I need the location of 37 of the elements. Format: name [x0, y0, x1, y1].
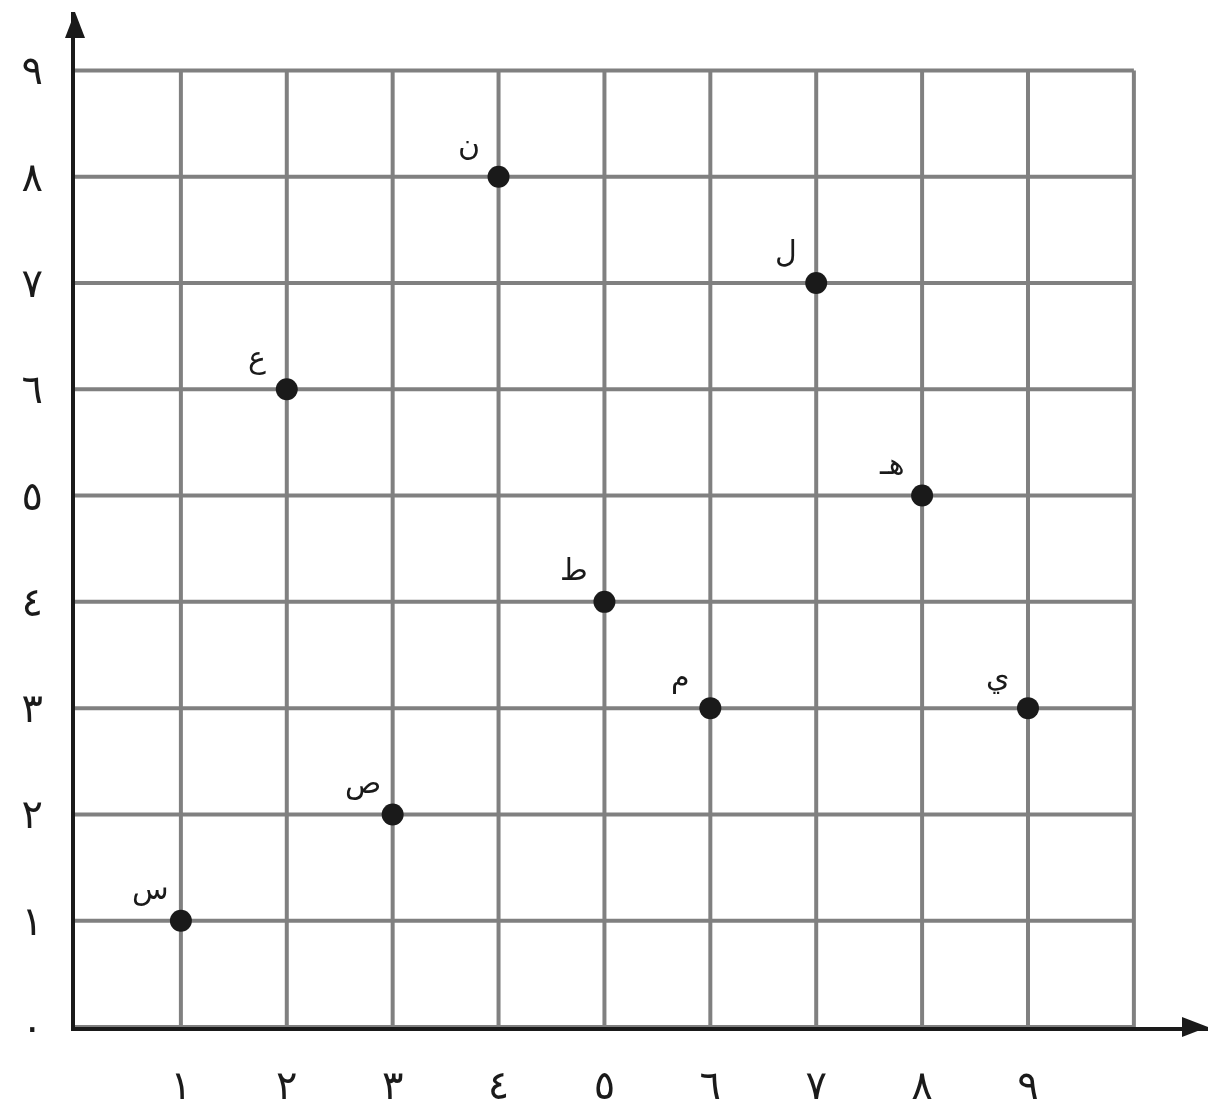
point	[1017, 697, 1039, 720]
annotation: ط	[560, 552, 588, 587]
annotation: م	[671, 659, 690, 694]
x-tick-label: ٩	[1017, 1062, 1039, 1108]
x-tick-label: ٧	[805, 1062, 827, 1108]
annotation: ص	[345, 765, 382, 800]
annotation: هـ	[879, 446, 905, 481]
y-tick-label: ٧	[21, 260, 43, 307]
y-tick-label: ٥	[21, 472, 43, 519]
y-tick-label: ٩	[21, 47, 43, 94]
x-tick-label: ٦	[699, 1062, 722, 1108]
y-tick-label: ٣	[21, 685, 43, 732]
y-tick-label: ١	[21, 897, 43, 944]
point	[911, 484, 934, 507]
annotation: س	[132, 871, 169, 906]
point	[487, 165, 510, 188]
x-tick-label: ١	[170, 1062, 192, 1108]
point	[169, 909, 192, 932]
y-tick-label: ٢	[21, 791, 43, 838]
y-tick-label: ٤	[21, 578, 43, 625]
annotation: ع	[248, 340, 266, 375]
point	[805, 272, 828, 295]
y-tick-label: ٠	[21, 1004, 43, 1050]
annotation: ل	[775, 234, 797, 269]
x-tick-label: ٤	[487, 1062, 510, 1108]
point	[381, 803, 404, 826]
x-tick-label: ٥	[593, 1062, 616, 1108]
x-tick-label: ٨	[911, 1062, 933, 1108]
y-tick-label: ٦	[21, 366, 43, 413]
annotation: ي	[986, 659, 1010, 694]
point	[275, 378, 298, 401]
annotation: ن	[458, 127, 481, 162]
y-tick-label: ٨	[21, 153, 43, 200]
point	[593, 590, 616, 613]
x-tick-label: ٣	[381, 1062, 404, 1108]
x-tick-label: ٢	[276, 1062, 298, 1108]
point	[699, 697, 722, 720]
